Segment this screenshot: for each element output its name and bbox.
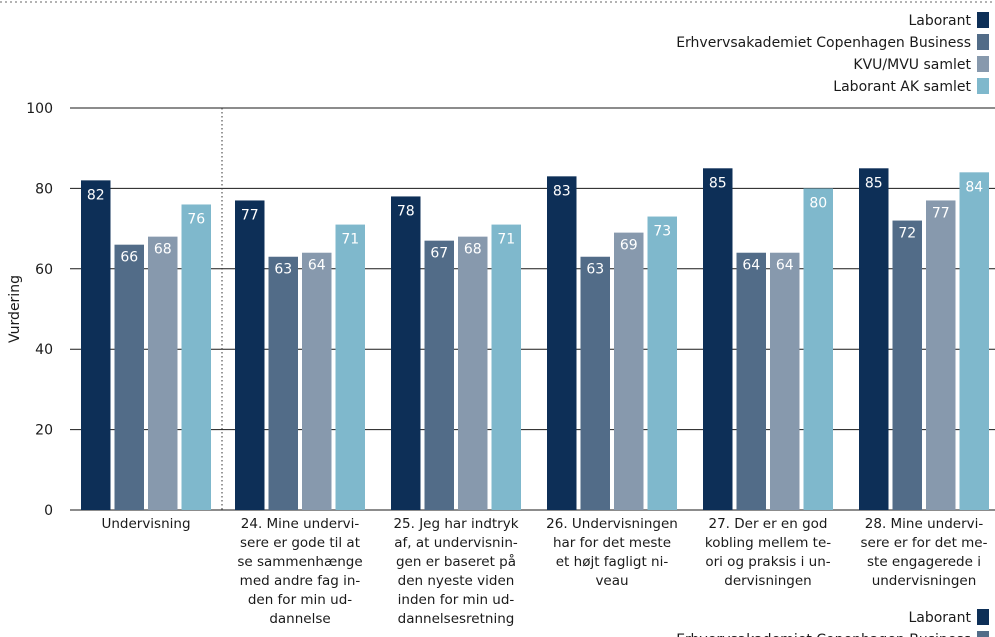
legend-swatch xyxy=(977,78,989,94)
bar xyxy=(391,196,421,510)
data-label: 64 xyxy=(776,258,794,274)
legend-swatch xyxy=(977,56,989,72)
data-label: 84 xyxy=(965,179,983,195)
data-label: 68 xyxy=(154,242,172,258)
bar xyxy=(892,220,922,510)
footer-legend-swatch xyxy=(977,631,989,637)
bar xyxy=(703,168,733,511)
data-label: 67 xyxy=(430,246,448,262)
x-tick-label: med andre fag in- xyxy=(240,573,361,589)
legend-label: Laborant xyxy=(908,13,971,29)
x-tick-label: 25. Jeg har indtryk xyxy=(393,516,518,532)
x-tick-label: sere er for det me- xyxy=(861,535,988,551)
data-label: 77 xyxy=(241,207,259,223)
data-label: 77 xyxy=(932,205,950,221)
legend-label: Erhvervsakademiet Copenhagen Business xyxy=(676,35,971,51)
data-label: 82 xyxy=(87,187,105,203)
bar xyxy=(647,216,677,511)
data-label: 63 xyxy=(586,262,604,278)
x-tick-label: den for min ud- xyxy=(248,592,352,608)
legend-swatch xyxy=(977,12,989,28)
data-label: 66 xyxy=(120,250,138,266)
legend-label: KVU/MVU samlet xyxy=(853,57,971,73)
bar xyxy=(491,224,521,510)
data-label: 73 xyxy=(653,224,671,240)
footer-legend-swatch xyxy=(977,609,989,625)
y-tick-label: 60 xyxy=(35,262,53,278)
data-label: 63 xyxy=(274,262,292,278)
x-tick-label: kobling mellem te- xyxy=(705,535,831,551)
footer-legend: Laborant Erhvervsakademiet Copenhagen Bus… xyxy=(676,609,989,637)
bar xyxy=(235,200,265,510)
footer-legend-label: Laborant xyxy=(908,610,971,626)
legend-swatch xyxy=(977,34,989,50)
y-axis-label: Vurdering xyxy=(7,275,23,343)
x-tick-label: dannelse xyxy=(269,611,330,627)
data-label: 71 xyxy=(497,232,515,248)
x-tick-label: et højt fagligt ni- xyxy=(556,554,669,570)
data-label: 76 xyxy=(187,211,205,227)
x-tick-label: inden for min ud- xyxy=(398,592,515,608)
legend: Laborant Erhvervsakademiet Copenhagen Bus… xyxy=(676,12,989,95)
bar xyxy=(770,252,800,510)
data-label: 69 xyxy=(620,238,638,254)
bar xyxy=(148,236,178,510)
bar xyxy=(335,224,365,510)
bar xyxy=(959,172,989,510)
x-tick-label: 28. Mine undervi- xyxy=(865,516,984,532)
x-tick-label: ste engagerede i xyxy=(867,554,981,570)
data-label: 85 xyxy=(709,175,727,191)
bar xyxy=(580,256,610,510)
bar xyxy=(181,204,211,511)
bar xyxy=(614,232,644,510)
x-tick-label: har for det meste xyxy=(553,535,671,551)
x-tick-label: ori og praksis i un- xyxy=(705,554,830,570)
y-tick-label: 20 xyxy=(35,423,53,439)
x-tick-label: gen er baseret på xyxy=(396,553,516,570)
y-tick-label: 40 xyxy=(35,342,53,358)
bars xyxy=(81,168,989,511)
data-label: 71 xyxy=(341,232,359,248)
y-tick-label: 100 xyxy=(26,101,53,117)
y-tick-label: 80 xyxy=(35,181,53,197)
bar xyxy=(458,236,488,510)
bar xyxy=(736,252,766,510)
x-tick-label: 24. Mine undervi- xyxy=(241,516,360,532)
bar xyxy=(114,244,144,510)
data-label: 85 xyxy=(865,175,883,191)
axes: 0 20 40 60 80 100 Vurdering Undervisning 24. Min… xyxy=(7,101,988,627)
footer-legend-label: Erhvervsakademiet Copenhagen Business xyxy=(676,632,971,637)
bar xyxy=(302,252,332,510)
bar xyxy=(547,176,577,510)
data-label: 83 xyxy=(553,183,571,199)
x-tick-label: se sammenhænge xyxy=(237,554,362,570)
x-tick-label: af, at undervisnin- xyxy=(394,535,518,551)
data-label: 78 xyxy=(397,203,415,219)
x-tick-label: undervisningen xyxy=(872,573,977,589)
data-label: 72 xyxy=(898,226,916,242)
bar xyxy=(803,188,833,510)
x-tick-label: dervisningen xyxy=(724,573,812,589)
data-labels: 82 66 68 76 77 63 64 71 78 67 68 71 83 63 69 73 85 64 64 80… xyxy=(87,175,983,277)
x-tick-label: Undervisning xyxy=(101,516,190,532)
gridlines xyxy=(70,107,995,511)
bar xyxy=(424,240,454,510)
data-label: 80 xyxy=(809,195,827,211)
data-label: 64 xyxy=(742,258,760,274)
x-tick-label: 26. Undervisningen xyxy=(546,516,678,532)
x-tick-label: den nyeste viden xyxy=(398,573,515,589)
bar xyxy=(926,200,956,510)
x-tick-label: veau xyxy=(595,573,628,589)
data-label: 68 xyxy=(464,242,482,258)
data-label: 64 xyxy=(308,258,326,274)
y-tick-label: 0 xyxy=(44,503,53,519)
x-tick-label: 27. Der er en god xyxy=(708,516,827,532)
bar xyxy=(81,180,111,511)
x-tick-label: dannelsesretning xyxy=(398,611,515,627)
x-tick-label: sere er gode til at xyxy=(240,535,360,551)
bar xyxy=(859,168,889,511)
legend-label: Laborant AK samlet xyxy=(833,79,971,95)
bar xyxy=(268,256,298,510)
